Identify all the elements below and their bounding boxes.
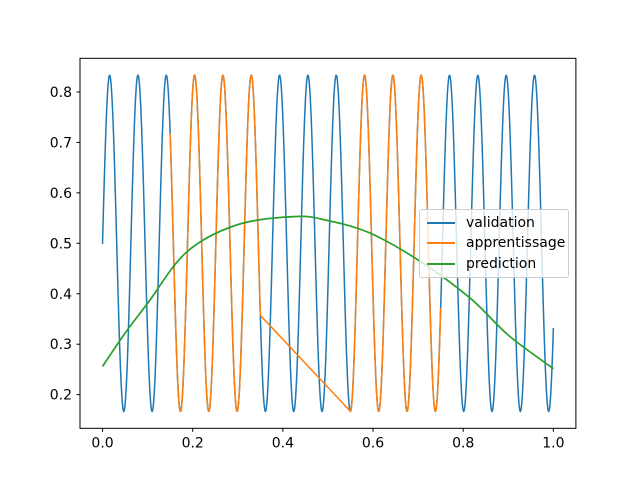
x-tick-label: 0.4	[272, 435, 294, 451]
y-tick-label: 0.6	[50, 186, 72, 202]
legend-label-validation: validation	[466, 215, 535, 232]
y-tick-label: 0.4	[50, 287, 72, 303]
x-tick-label: 1.0	[542, 435, 564, 451]
y-tick-label: 0.3	[50, 337, 72, 353]
series-line-apprentissage	[169, 74, 442, 413]
legend-label-apprentissage: apprentissage	[466, 235, 566, 252]
legend-line-apprentissage-icon	[427, 242, 455, 245]
legend-entry-apprentissage: apprentissage	[427, 233, 566, 253]
x-tick-label: 0.8	[452, 435, 474, 451]
y-tick-label: 0.8	[50, 85, 72, 101]
series-line-prediction	[101, 215, 554, 370]
legend-line-prediction-icon	[427, 262, 455, 265]
x-tick-label: 0.0	[91, 435, 113, 451]
x-tick-label: 0.2	[182, 435, 204, 451]
legend: validation apprentissage prediction	[419, 209, 569, 278]
x-tick-label: 0.6	[362, 435, 384, 451]
y-tick-label: 0.7	[50, 135, 72, 151]
legend-entry-validation: validation	[427, 213, 562, 233]
y-tick-label: 0.2	[50, 388, 72, 404]
legend-entry-prediction: prediction	[427, 254, 562, 274]
legend-label-prediction: prediction	[466, 255, 537, 272]
y-tick-label: 0.5	[50, 236, 72, 252]
legend-line-validation-icon	[427, 222, 455, 225]
